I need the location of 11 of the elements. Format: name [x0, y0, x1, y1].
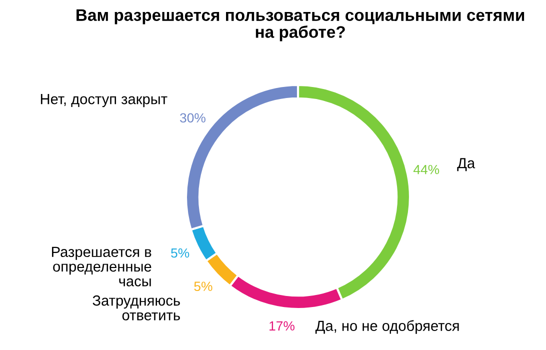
- slice-label: Разрешается в определенные часы: [52, 246, 152, 286]
- data-label: 44%: [413, 164, 440, 174]
- slice-label: Затрудняюсь ответить: [92, 295, 180, 320]
- data-label: 30%: [180, 113, 206, 123]
- data-label: 5%: [171, 248, 190, 258]
- chart-title: Вам разрешается пользоваться социальными сетями на работе?: [76, 9, 524, 42]
- data-label: 17%: [270, 321, 294, 331]
- data-label: 5%: [194, 282, 212, 292]
- slice-label: Да, но не одобряется: [315, 320, 459, 334]
- slice-label: Да: [457, 158, 476, 172]
- slice-label: Нет, доступ закрыт: [40, 94, 168, 108]
